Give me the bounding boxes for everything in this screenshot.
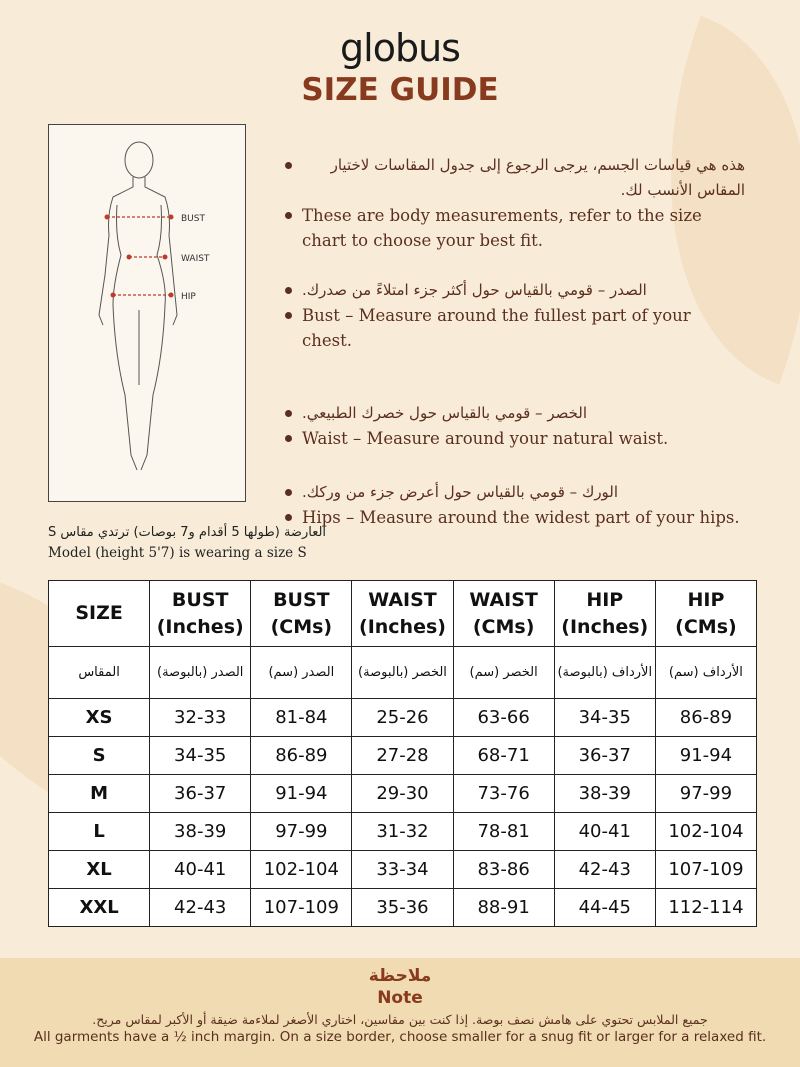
note-title-ar: ملاحظة (368, 966, 432, 986)
bullet-ar: الصدر – قومي بالقياس حول أكثر جزء امتلاء… (302, 281, 647, 299)
hip-label: HIP (181, 292, 196, 302)
table-cell: 27-28 (351, 736, 454, 775)
bullet-ar: هذه هي قياسات الجسم، يرجى الرجوع إلى جدو… (330, 156, 745, 199)
table-cell: 102-104 (250, 850, 353, 889)
brand-logo: globus (340, 26, 461, 70)
bullet-en: Bust – Measure around the fullest part o… (302, 306, 691, 350)
table-cell: 42-43 (553, 850, 656, 889)
bullet-item: Hips – Measure around the widest part of… (285, 505, 745, 530)
note-text-en: All garments have a ½ inch margin. On a … (33, 1029, 767, 1045)
table-cell: 40-41 (553, 812, 656, 851)
table-cell: BUST (CMs) (250, 580, 353, 647)
table-cell: 40-41 (149, 850, 252, 889)
table-cell: 88-91 (452, 888, 555, 927)
header-row-en: SIZE BUST (Inches) BUST (CMs) WAIST (Inches… (47, 580, 758, 647)
bullet-item: هذه هي قياسات الجسم، يرجى الرجوع إلى جدو… (285, 153, 745, 203)
size-cell: XXL (47, 888, 151, 927)
table-cell: HIP (Inches) (553, 580, 656, 647)
waist-label: WAIST (181, 254, 210, 264)
table-cell: 83-86 (452, 850, 555, 889)
table-cell: 38-39 (149, 812, 252, 851)
table-row: XS 32-33 81-84 25-26 63-66 34-35 86-89 (47, 698, 758, 737)
table-row: XL 40-41 102-104 33-34 83-86 42-43 107-109 (47, 850, 758, 889)
table-cell: 38-39 (553, 774, 656, 813)
note-section: ملاحظة Note جميع الملابس تحتوي على هامش … (0, 958, 800, 1067)
model-info-ar: العارضة (طولها 5 أقدام و7 بوصات) ترتدي م… (48, 525, 327, 540)
size-cell: XL (47, 850, 151, 889)
header-row-ar: المقاس الصدر (بالبوصة) الصدر (سم) الخصر (با… (47, 646, 758, 699)
page-title: SIZE GUIDE (301, 72, 499, 108)
bullet-en: These are body measurements, refer to th… (302, 206, 702, 250)
model-info: العارضة (طولها 5 أقدام و7 بوصات) ترتدي م… (48, 522, 326, 563)
note-title-en: Note (377, 988, 423, 1008)
table-cell: الأرداف (بالبوصة) (553, 646, 656, 699)
table-cell: الصدر (بالبوصة) (149, 646, 252, 699)
bullet-ar: الخصر – قومي بالقياس حول خصرك الطبيعي. (302, 404, 588, 422)
table-cell: 91-94 (250, 774, 353, 813)
bullet-item: These are body measurements, refer to th… (285, 203, 745, 253)
table-cell: 91-94 (654, 736, 758, 775)
table-cell: 86-89 (250, 736, 353, 775)
bust-label: BUST (181, 214, 205, 224)
table-cell: 29-30 (351, 774, 454, 813)
size-cell: S (47, 736, 151, 775)
table-cell: 107-109 (250, 888, 353, 927)
bullet-item: Bust – Measure around the fullest part o… (285, 303, 745, 353)
measurement-instructions: هذه هي قياسات الجسم، يرجى الرجوع إلى جدو… (285, 153, 745, 530)
table-cell: 73-76 (452, 774, 555, 813)
table-cell: 102-104 (654, 812, 758, 851)
bullet-en: Hips – Measure around the widest part of… (302, 508, 740, 527)
table-cell: BUST (Inches) (149, 580, 252, 647)
bullet-item: الورك – قومي بالقياس حول أعرض جزء من ورك… (285, 480, 745, 505)
table-row: L 38-39 97-99 31-32 78-81 40-41 102-104 (47, 812, 758, 851)
bullet-item: Waist – Measure around your natural wais… (285, 426, 745, 451)
table-cell: WAIST (CMs) (452, 580, 555, 647)
table-cell: الأرداف (سم) (654, 646, 758, 699)
table-cell: 63-66 (452, 698, 555, 737)
table-cell: 81-84 (250, 698, 353, 737)
table-cell: 97-99 (654, 774, 758, 813)
table-cell: 97-99 (250, 812, 353, 851)
table-cell: الخصر (سم) (452, 646, 555, 699)
table-row: S 34-35 86-89 27-28 68-71 36-37 91-94 (47, 736, 758, 775)
table-cell: HIP (CMs) (654, 580, 758, 647)
table-cell: 32-33 (149, 698, 252, 737)
note-text-ar: جميع الملابس تحتوي على هامش نصف بوصة. إذ… (92, 1012, 708, 1027)
table-cell: الخصر (بالبوصة) (351, 646, 454, 699)
table-row: XXL 42-43 107-109 35-36 88-91 44-45 112-114 (47, 888, 758, 927)
table-cell: 31-32 (351, 812, 454, 851)
size-cell: SIZE (47, 580, 151, 647)
table-cell: 86-89 (654, 698, 758, 737)
table-cell: 42-43 (149, 888, 252, 927)
bullet-item: الخصر – قومي بالقياس حول خصرك الطبيعي. (285, 401, 745, 426)
model-info-en: Model (height 5'7) is wearing a size S (48, 545, 307, 561)
table-cell: WAIST (Inches) (351, 580, 454, 647)
table-cell: 35-36 (351, 888, 454, 927)
bullet-en: Waist – Measure around your natural wais… (302, 429, 669, 448)
body-measurement-figure: BUST WAIST HIP (48, 124, 246, 502)
table-cell: 107-109 (654, 850, 758, 889)
table-cell: 34-35 (149, 736, 252, 775)
table-cell: 44-45 (553, 888, 656, 927)
table-cell: 36-37 (149, 774, 252, 813)
table-cell: 25-26 (351, 698, 454, 737)
table-cell: 33-34 (351, 850, 454, 889)
table-cell: 78-81 (452, 812, 555, 851)
table-row: M 36-37 91-94 29-30 73-76 38-39 97-99 (47, 774, 758, 813)
size-cell: XS (47, 698, 151, 737)
size-chart-table: SIZE BUST (Inches) BUST (CMs) WAIST (Inches… (47, 580, 758, 927)
table-cell: 68-71 (452, 736, 555, 775)
bullet-ar: الورك – قومي بالقياس حول أعرض جزء من ورك… (302, 483, 619, 501)
table-cell: 34-35 (553, 698, 656, 737)
bullet-item: الصدر – قومي بالقياس حول أكثر جزء امتلاء… (285, 278, 745, 303)
table-cell: الصدر (سم) (250, 646, 353, 699)
size-cell: L (47, 812, 151, 851)
size-cell: المقاس (47, 646, 151, 699)
size-cell: M (47, 774, 151, 813)
table-cell: 112-114 (654, 888, 758, 927)
table-cell: 36-37 (553, 736, 656, 775)
